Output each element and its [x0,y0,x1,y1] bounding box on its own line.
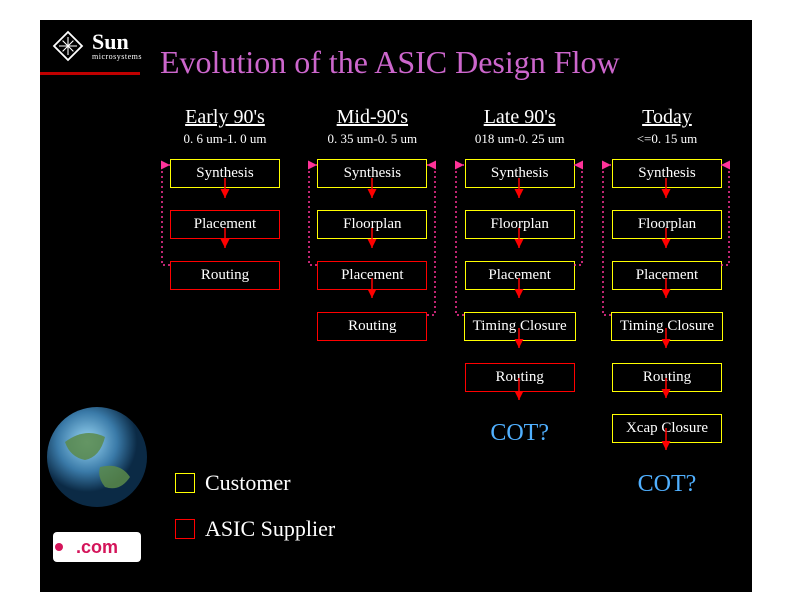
col-late-90s: Late 90's 018 um-0. 25 um Synthesis Floo… [455,106,585,498]
logo-sub: microsystems [92,53,142,61]
legend-customer-label: Customer [205,470,291,496]
flow-box: Synthesis [465,159,575,188]
globe-graphic: .com [45,402,150,582]
flow-box: Timing Closure [464,312,576,341]
sun-logo: Sun microsystems [50,28,142,64]
flow-box: Routing [317,312,427,341]
legend: Customer ASIC Supplier [175,470,335,542]
legend-supplier-label: ASIC Supplier [205,516,335,542]
flow-box: Timing Closure [611,312,723,341]
col-early-90s: Early 90's 0. 6 um-1. 0 um Synthesis Pla… [160,106,290,498]
cot-label: COT? [638,471,697,498]
col-today: Today <=0. 15 um Synthesis Floorplan Pla… [602,106,732,498]
era-label: Today [642,106,692,129]
flow-box: Xcap Closure [612,414,722,443]
tech-label: 0. 6 um-1. 0 um [183,131,266,147]
flow-box: Synthesis [317,159,427,188]
flow-box: Routing [465,363,575,392]
flow-box: Routing [170,261,280,290]
swatch-supplier [175,519,195,539]
era-label: Early 90's [185,106,265,129]
logo-brand: Sun [92,31,142,53]
svg-text:.com: .com [76,537,118,557]
flow-box: Placement [612,261,722,290]
flow-box: Synthesis [170,159,280,188]
sun-logo-icon [50,28,86,64]
legend-customer: Customer [175,470,335,496]
era-label: Late 90's [484,106,556,129]
tech-label: <=0. 15 um [637,131,698,147]
flow-box: Routing [612,363,722,392]
legend-supplier: ASIC Supplier [175,516,335,542]
flow-box: Synthesis [612,159,722,188]
flow-box: Floorplan [465,210,575,239]
tech-label: 018 um-0. 25 um [475,131,565,147]
col-mid-90s: Mid-90's 0. 35 um-0. 5 um Synthesis Floo… [307,106,437,498]
cot-label: COT? [490,420,549,447]
swatch-customer [175,473,195,493]
era-label: Mid-90's [337,106,408,129]
slide-title: Evolution of the ASIC Design Flow [160,44,620,81]
flow-box: Placement [170,210,280,239]
accent-bar [40,72,140,75]
tech-label: 0. 35 um-0. 5 um [328,131,418,147]
flow-box: Placement [465,261,575,290]
slide-background: Sun microsystems Evolution of the ASIC D… [40,20,752,592]
flow-box: Placement [317,261,427,290]
flow-columns: Early 90's 0. 6 um-1. 0 um Synthesis Pla… [160,106,732,498]
flow-box: Floorplan [612,210,722,239]
flow-box: Floorplan [317,210,427,239]
